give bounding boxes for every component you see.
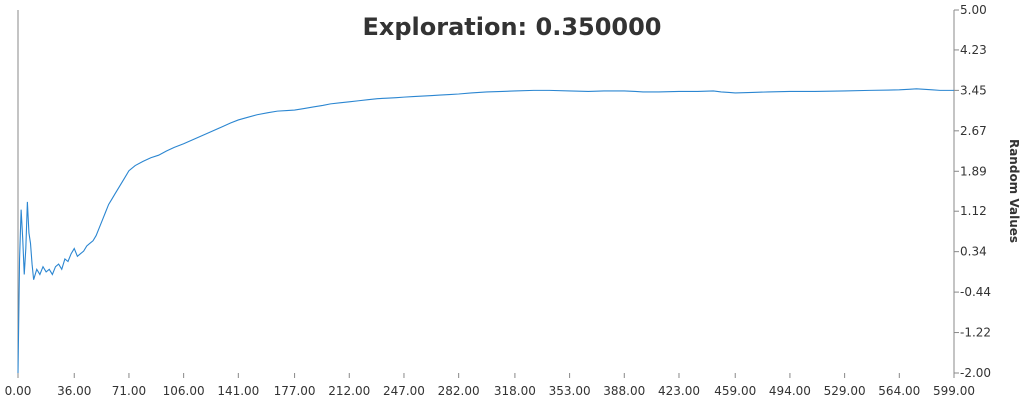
y-tick-label: 5.00 (960, 3, 987, 17)
x-tick-label: 564.00 (878, 384, 920, 398)
y-tick-label: -0.44 (960, 285, 991, 299)
y-tick-label: 0.34 (960, 245, 987, 259)
x-tick-label: 212.00 (328, 384, 370, 398)
x-tick-label: 318.00 (494, 384, 536, 398)
y-axis-ticks: 5.00 4.23 3.45 2.67 1.89 1.12 0.34 -0.44 -1.22 -2… (954, 3, 991, 380)
y-tick-label: 1.89 (960, 164, 987, 178)
y-tick-label: 4.23 (960, 43, 987, 57)
x-tick-label: 353.00 (549, 384, 591, 398)
series-line (17, 88, 954, 374)
x-axis-ticks: 0.00 36.00 71.00 106.00 141.00 177.00 212.00 24… (5, 373, 975, 398)
x-tick-label: 106.00 (163, 384, 205, 398)
x-tick-label: 0.00 (5, 384, 32, 398)
y-tick-label: -2.00 (960, 366, 991, 380)
y-tick-label: -1.22 (960, 326, 991, 340)
x-tick-label: 599.00 (933, 384, 975, 398)
y-tick-label: 3.45 (960, 83, 987, 97)
x-tick-label: 141.00 (217, 384, 259, 398)
x-tick-label: 459.00 (714, 384, 756, 398)
x-tick-label: 388.00 (603, 384, 645, 398)
x-tick-label: 282.00 (438, 384, 480, 398)
x-tick-label: 529.00 (824, 384, 866, 398)
y-tick-label: 1.12 (960, 204, 987, 218)
x-tick-label: 247.00 (383, 384, 425, 398)
x-tick-label: 177.00 (274, 384, 316, 398)
x-tick-label: 494.00 (769, 384, 811, 398)
x-tick-label: 36.00 (57, 384, 91, 398)
y-tick-label: 2.67 (960, 124, 987, 138)
y-axis-label: Random Values (1007, 139, 1021, 243)
x-tick-label: 71.00 (112, 384, 146, 398)
chart-title: Exploration: 0.350000 (362, 13, 661, 41)
x-tick-label: 423.00 (658, 384, 700, 398)
